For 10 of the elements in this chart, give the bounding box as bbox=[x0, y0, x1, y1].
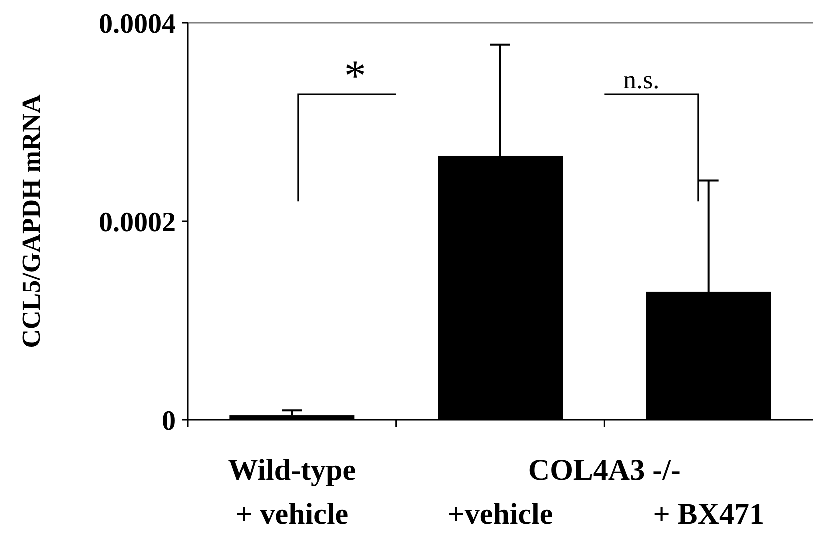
x-tick-label: Wild-type + vehicle bbox=[228, 454, 356, 531]
x-tick-label: + BX471 bbox=[653, 498, 764, 531]
text: COL4A3 -/- bbox=[528, 454, 681, 487]
y-tick-label: 0 bbox=[162, 406, 176, 437]
x-tick-label: +vehicle bbox=[448, 498, 554, 531]
annotation: * bbox=[344, 51, 366, 100]
y-tick-label: 0.0002 bbox=[99, 207, 176, 238]
y-axis-title: CCL5/GAPDH mRNA bbox=[17, 94, 46, 348]
annotation: n.s. bbox=[623, 65, 660, 94]
y-tick-label: 0.0004 bbox=[99, 8, 176, 40]
